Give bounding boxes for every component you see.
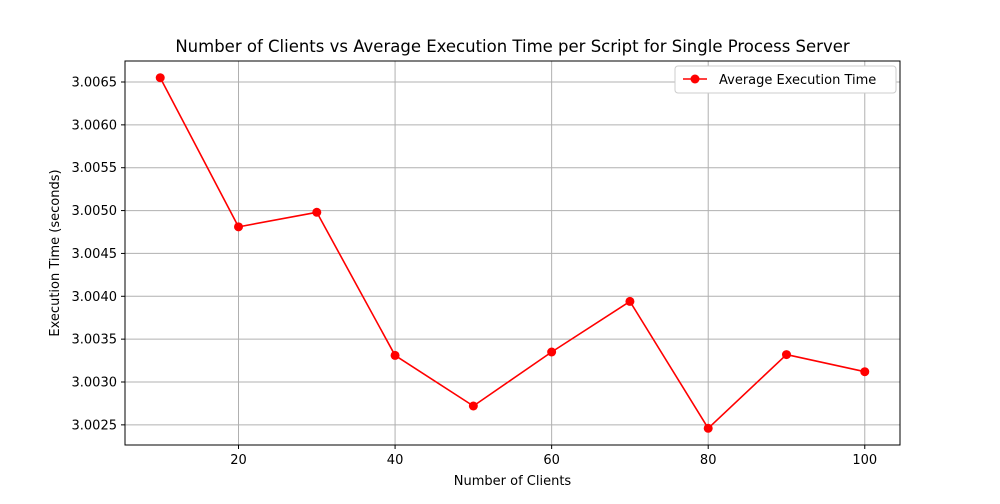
x-tick-label: 80: [700, 453, 717, 468]
series-line: [159, 77, 865, 430]
x-tick-label: 40: [387, 453, 404, 468]
y-tick-label: 3.0025: [72, 418, 118, 433]
data-point: [468, 401, 478, 411]
y-tick-label: 3.0035: [72, 333, 118, 348]
data-point: [625, 296, 635, 306]
legend-box: [674, 65, 897, 94]
data-point: [155, 73, 165, 83]
y-axis-label: Execution Time (seconds): [48, 169, 63, 336]
legend-marker-swatch: [690, 74, 700, 84]
y-tick-label: 3.0040: [72, 290, 118, 305]
x-axis-label: Number of Clients: [454, 474, 572, 489]
grid: [125, 61, 900, 445]
y-tick-label: 3.0065: [72, 76, 118, 91]
data-point: [312, 207, 322, 217]
x-tick-label: 60: [543, 453, 560, 468]
y-tick-label: 3.0045: [72, 247, 118, 262]
data-point: [703, 423, 713, 433]
y-tick-label: 3.0055: [72, 161, 118, 176]
data-point: [547, 347, 557, 357]
series-layer: [155, 73, 870, 433]
y-tick-label: 3.0030: [72, 376, 118, 391]
legend-label: Average Execution Time: [719, 73, 876, 88]
x-tick-label: 20: [230, 453, 247, 468]
chart-title: Number of Clients vs Average Execution T…: [175, 37, 850, 56]
x-tick-label: 100: [852, 453, 877, 468]
data-point: [390, 350, 400, 360]
x-axis: 20 40 60 80 100: [230, 445, 877, 468]
data-point: [781, 350, 791, 360]
legend: Average Execution Time: [674, 65, 897, 94]
y-axis: 3.0025 3.0030 3.0035 3.0040 3.0045 3.0050 3.00…: [72, 76, 125, 433]
data-point: [860, 367, 870, 377]
data-point: [234, 222, 244, 232]
y-tick-label: 3.0050: [72, 204, 118, 219]
y-tick-label: 3.0060: [72, 118, 118, 133]
